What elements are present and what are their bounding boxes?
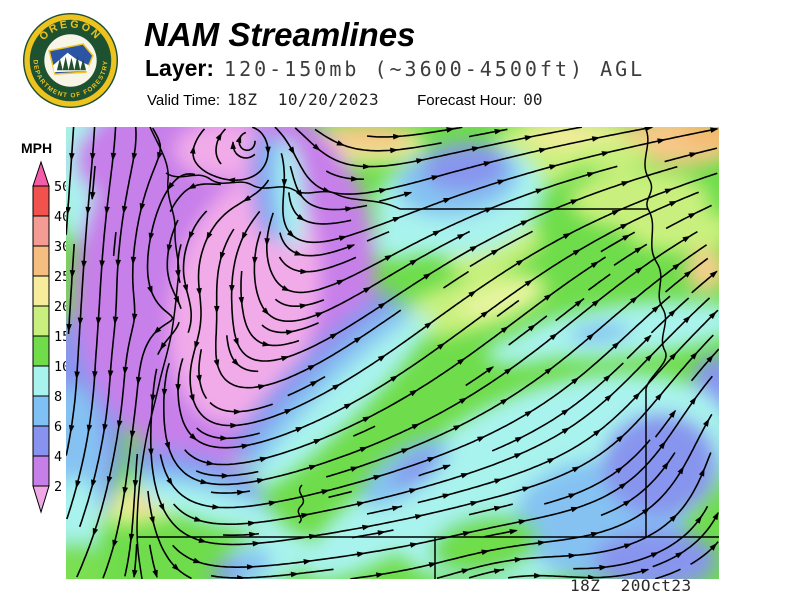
legend-over-arrow [32, 160, 50, 187]
layer-row: Layer: 120-150mb (~3600-4500ft) AGL [145, 55, 645, 82]
speed-shade-blob [66, 541, 105, 579]
legend-under-arrow [32, 485, 50, 514]
legend-segment [32, 455, 50, 487]
speed-shade-blob [230, 290, 396, 456]
columbia-river-border [165, 172, 648, 210]
valid-time-value: 18Z 10/20/2023 [227, 90, 380, 109]
map-timestamp: 18Z 20Oct23 [570, 576, 692, 595]
streamline-map [66, 127, 719, 579]
map-layers [66, 127, 719, 579]
legend-tick-label: 6 [54, 419, 62, 435]
legend-segment [32, 365, 50, 397]
legend-segment [32, 425, 50, 457]
speed-shade-blob [570, 139, 650, 171]
legend-tick-label: 4 [54, 449, 62, 465]
speed-shade-blob [252, 312, 432, 492]
legend-tick-label: 2 [54, 479, 62, 495]
speed-shade-blob [138, 482, 286, 534]
valid-time-row: Valid Time: 18Z 10/20/2023 Forecast Hour… [147, 90, 543, 109]
page-title: NAM Streamlines [144, 16, 416, 53]
speed-shade-blob [681, 127, 719, 146]
legend-segment [32, 215, 50, 247]
legend-segment [32, 395, 50, 427]
valid-time-label: Valid Time: [147, 92, 221, 109]
logo-trees [56, 55, 87, 71]
speed-shade-blob [625, 208, 719, 252]
legend-segment [32, 185, 50, 217]
speed-shade-blob [602, 413, 718, 517]
legend-segment [32, 305, 50, 337]
speed-shade-blob [304, 430, 506, 579]
speed-shade-blob [175, 127, 275, 178]
layer-value: 120-150mb (~3600-4500ft) AGL [224, 57, 646, 81]
speed-shade-blob [486, 325, 594, 365]
speed-shade-blob [459, 282, 541, 318]
forecast-hour-label: Forecast Hour: [417, 92, 517, 109]
klamath-river [297, 484, 305, 524]
legend-segment [32, 245, 50, 277]
speed-shade-blob [570, 322, 630, 344]
speed-shade-blob [328, 127, 412, 152]
odf-logo: OREGON DEPARTMENT OF FORESTRY [22, 12, 119, 109]
legend-tick-label: 8 [54, 389, 62, 405]
speed-shade-blob [279, 140, 305, 250]
speed-shade-blob [686, 248, 719, 292]
coastline [136, 127, 180, 579]
state-borders [136, 127, 719, 579]
streamlines-path [66, 127, 719, 579]
legend-segment [32, 335, 50, 367]
legend-title: MPH [21, 140, 52, 156]
speed-shade-blob [241, 301, 413, 473]
snake-river-border [644, 127, 667, 537]
forecast-hour-value: 00 [523, 90, 543, 109]
layer-label: Layer: [145, 55, 215, 81]
legend-segment [32, 275, 50, 307]
